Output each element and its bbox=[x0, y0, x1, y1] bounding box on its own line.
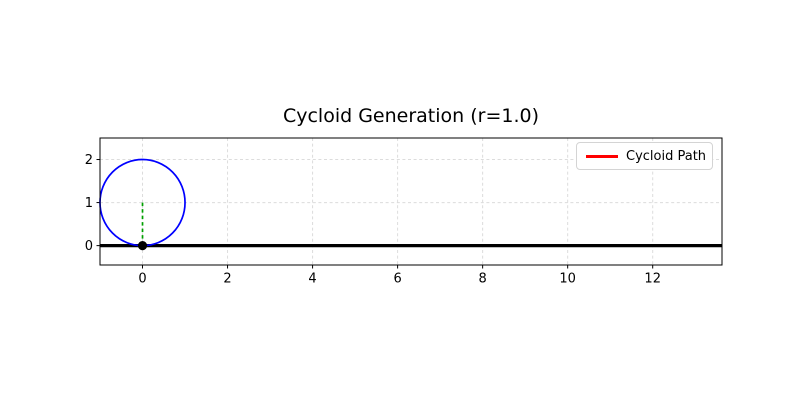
x-tick-label: 0 bbox=[138, 272, 146, 287]
x-tick-label: 12 bbox=[644, 272, 661, 287]
trace-point bbox=[137, 241, 148, 251]
x-tick-label: 2 bbox=[223, 272, 231, 287]
x-tick-label: 6 bbox=[393, 272, 401, 287]
chart-title: Cycloid Generation (r=1.0) bbox=[282, 105, 540, 127]
y-tick-label: 2 bbox=[85, 153, 93, 168]
legend: Cycloid Path bbox=[576, 142, 713, 170]
y-tick-label: 0 bbox=[85, 239, 93, 254]
x-tick-label: 4 bbox=[308, 272, 316, 287]
legend-line-sample bbox=[586, 154, 618, 158]
legend-label: Cycloid Path bbox=[626, 148, 707, 164]
y-tick-label: 1 bbox=[85, 196, 93, 211]
x-tick-label: 8 bbox=[478, 272, 486, 287]
x-tick-label: 10 bbox=[559, 272, 576, 287]
axes-border bbox=[99, 137, 723, 266]
